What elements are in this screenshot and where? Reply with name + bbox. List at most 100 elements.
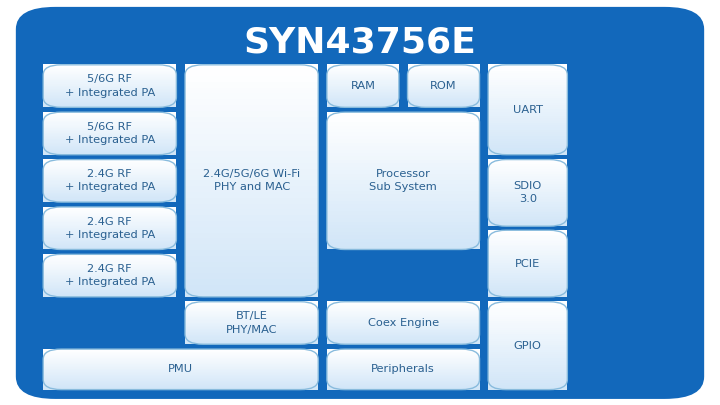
Bar [488, 191, 567, 193]
Bar [327, 77, 399, 79]
Bar [43, 141, 176, 142]
Bar [43, 127, 176, 128]
Bar [488, 262, 567, 264]
Bar [43, 72, 176, 73]
Bar [327, 320, 480, 322]
Bar [488, 100, 567, 103]
Bar [488, 162, 567, 164]
Bar [43, 179, 176, 181]
Bar [43, 192, 176, 194]
Text: 2.4G/5G/6G Wi-Fi
PHY and MAC: 2.4G/5G/6G Wi-Fi PHY and MAC [203, 169, 300, 192]
Bar [488, 285, 567, 287]
Bar [408, 87, 480, 88]
Bar [408, 66, 480, 68]
Bar [488, 207, 567, 209]
Bar [327, 386, 480, 388]
Bar [43, 113, 176, 114]
Bar [327, 136, 480, 140]
Bar [488, 258, 567, 260]
Bar [488, 107, 567, 110]
Bar [488, 161, 567, 163]
Bar [43, 279, 176, 281]
Bar [43, 295, 176, 297]
Bar [327, 322, 480, 323]
Bar [43, 360, 318, 361]
Bar [408, 74, 480, 75]
Bar [43, 64, 176, 66]
Bar [43, 103, 176, 104]
Bar [327, 70, 399, 71]
Bar [43, 268, 176, 269]
Bar [488, 253, 567, 255]
Bar [43, 100, 176, 101]
Bar [408, 71, 480, 72]
Bar [488, 332, 567, 335]
Bar [43, 193, 176, 195]
Text: SDIO
3.0: SDIO 3.0 [513, 181, 542, 205]
Bar [185, 70, 318, 77]
Bar [185, 342, 318, 343]
Bar [43, 142, 176, 143]
Bar [185, 146, 318, 152]
Bar [43, 181, 176, 182]
Bar [185, 267, 318, 274]
Bar [488, 323, 567, 326]
Bar [327, 103, 399, 104]
Bar [327, 112, 480, 115]
Bar [43, 91, 176, 92]
Bar [488, 268, 567, 270]
Bar [408, 81, 480, 83]
Bar [185, 314, 318, 315]
Bar [488, 354, 567, 357]
Bar [488, 273, 567, 275]
Bar [327, 385, 480, 386]
Bar [408, 93, 480, 95]
Bar [43, 92, 176, 94]
Bar [327, 376, 480, 377]
Bar [327, 139, 480, 143]
Bar [43, 83, 176, 85]
Bar [488, 343, 567, 346]
Bar [327, 119, 480, 122]
Bar [43, 214, 176, 215]
Bar [488, 147, 567, 150]
Bar [185, 215, 318, 222]
Bar [488, 82, 567, 85]
Bar [43, 354, 318, 355]
Bar [43, 90, 176, 92]
Bar [488, 303, 567, 306]
Bar [43, 383, 318, 385]
Bar [327, 97, 399, 99]
Bar [43, 264, 176, 265]
Bar [488, 76, 567, 78]
Bar [43, 194, 176, 196]
Bar [327, 105, 399, 106]
Bar [43, 278, 176, 280]
Bar [488, 181, 567, 183]
Bar [327, 377, 480, 378]
Bar [43, 379, 318, 381]
Bar [488, 168, 567, 170]
Bar [43, 222, 176, 223]
Bar [43, 132, 176, 134]
Bar [327, 78, 399, 80]
Bar [327, 315, 480, 317]
Bar [43, 97, 176, 99]
Bar [327, 174, 480, 177]
Bar [43, 75, 176, 77]
Bar [43, 369, 318, 370]
Bar [43, 377, 318, 378]
Bar [488, 317, 567, 319]
Bar [408, 66, 480, 67]
Bar [327, 64, 399, 66]
Bar [327, 388, 480, 390]
Bar [43, 349, 318, 350]
Bar [43, 241, 176, 242]
Bar [43, 350, 318, 351]
Bar [327, 211, 480, 215]
Bar [43, 352, 318, 353]
Bar [327, 79, 399, 81]
Bar [408, 79, 480, 81]
Bar [488, 69, 567, 72]
Bar [43, 276, 176, 278]
